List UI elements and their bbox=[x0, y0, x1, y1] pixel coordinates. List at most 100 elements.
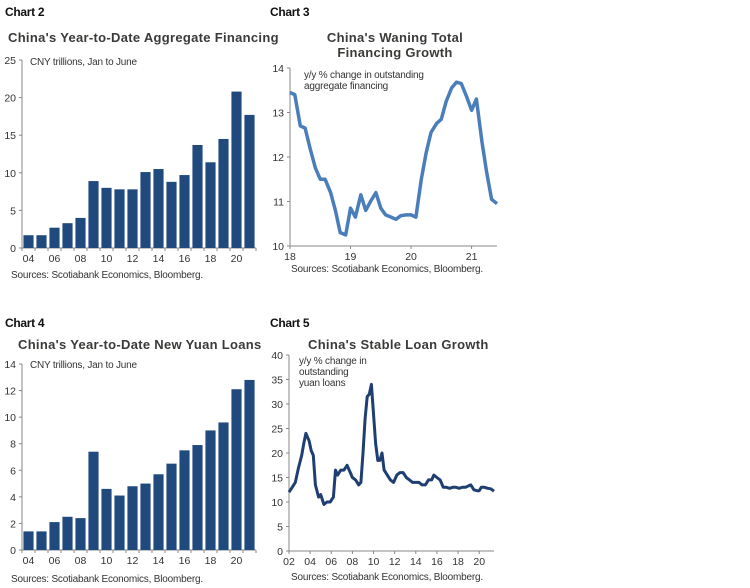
chart-2-x-tick-label: 08 bbox=[75, 253, 87, 265]
chart-4-bar-2018 bbox=[205, 430, 216, 550]
chart-4-bar-2005 bbox=[36, 531, 47, 550]
chart-4-bar-2016 bbox=[179, 450, 190, 550]
chart-4-bar-2004 bbox=[23, 531, 34, 550]
chart-2-bar-2005 bbox=[36, 235, 47, 248]
chart-5-x-tick-label: 16 bbox=[431, 556, 443, 568]
chart-4-y-tick-label: 2 bbox=[10, 518, 16, 530]
chart-2-label: Chart 2 bbox=[5, 5, 45, 19]
chart-5-x-tick-label: 18 bbox=[452, 556, 464, 568]
chart-2-bar-2011 bbox=[114, 189, 125, 248]
chart-2-bar-2004 bbox=[23, 235, 34, 248]
chart-5-x-tick-label: 10 bbox=[368, 556, 380, 568]
chart-2-y-tick-label: 15 bbox=[4, 130, 16, 142]
chart-2-bar-2016 bbox=[179, 175, 190, 248]
chart-2-x-tick-label: 10 bbox=[101, 253, 113, 265]
chart-4-bar-2007 bbox=[62, 516, 73, 550]
chart-4-y-tick-label: 12 bbox=[4, 386, 16, 398]
chart-4-y-tick-label: 8 bbox=[10, 439, 16, 451]
chart-4-x-tick-label: 20 bbox=[231, 555, 243, 567]
chart-2-bar-2007 bbox=[62, 223, 73, 248]
chart-5-y-tick-label: 0 bbox=[277, 546, 283, 558]
chart-4-source: Sources: Scotiabank Economics, Bloomberg… bbox=[11, 574, 203, 585]
chart-4-x-tick-label: 12 bbox=[127, 555, 139, 567]
chart-5-source: Sources: Scotiabank Economics, Bloomberg… bbox=[291, 572, 483, 583]
chart-2-bar-2009 bbox=[88, 181, 99, 248]
chart-2-annotation: CNY trillions, Jan to June bbox=[30, 57, 137, 68]
chart-2-x-tick-label: 20 bbox=[231, 253, 243, 265]
chart-2-bar-2018 bbox=[205, 162, 216, 248]
chart-2-bar-2019 bbox=[218, 138, 229, 248]
chart-2-bar-2021 bbox=[244, 114, 255, 249]
chart-2-x-tick-label: 14 bbox=[153, 253, 165, 265]
chart-4-y-tick-label: 10 bbox=[4, 412, 16, 424]
chart-4-bar-2006 bbox=[49, 522, 60, 550]
chart-2-bar-2012 bbox=[127, 189, 138, 248]
chart-5-y-tick-label: 35 bbox=[271, 375, 283, 387]
chart-3-y-tick-label: 10 bbox=[272, 241, 284, 253]
chart-2-source: Sources: Scotiabank Economics, Bloomberg… bbox=[11, 270, 203, 281]
chart-4-bar-2012 bbox=[127, 486, 138, 550]
chart-4-bar-2008 bbox=[75, 518, 86, 550]
chart-4-x-tick-label: 06 bbox=[49, 555, 61, 567]
chart-3-source: Sources: Scotiabank Economics, Bloomberg… bbox=[291, 264, 483, 275]
chart-4-annotation: CNY trillions, Jan to June bbox=[30, 360, 137, 371]
chart-5-y-tick-label: 20 bbox=[271, 448, 283, 460]
chart-5-y-tick-label: 5 bbox=[277, 522, 283, 534]
chart-2-bar-2015 bbox=[166, 181, 177, 248]
chart-4-y-tick-label: 4 bbox=[10, 492, 16, 504]
chart-4-bar-2010 bbox=[101, 488, 112, 550]
chart-2-x-tick-label: 18 bbox=[205, 253, 217, 265]
chart-4-bar-2014 bbox=[153, 474, 164, 550]
chart-2-bar-2010 bbox=[101, 187, 112, 248]
chart-3-x-tick-label: 20 bbox=[405, 251, 417, 263]
chart-2-x-tick-label: 16 bbox=[179, 253, 191, 265]
chart-5-x-tick-label: 02 bbox=[283, 556, 295, 568]
chart-3-x-tick-label: 19 bbox=[345, 251, 357, 263]
chart-4-bar-2017 bbox=[192, 445, 203, 550]
chart-3-annotation: y/y % change in outstanding aggregate fi… bbox=[304, 70, 424, 92]
chart-5-x-tick-label: 14 bbox=[410, 556, 422, 568]
chart-2-bar-2020 bbox=[231, 91, 242, 248]
chart-5-y-tick-label: 25 bbox=[271, 424, 283, 436]
chart-5-x-tick-label: 06 bbox=[325, 556, 337, 568]
chart-5-x-tick-label: 08 bbox=[347, 556, 359, 568]
chart-4-x-tick-label: 14 bbox=[153, 555, 165, 567]
chart-3-series-line bbox=[289, 80, 499, 237]
chart-4-bar-2021 bbox=[244, 379, 255, 550]
chart-5-title: China's Stable Loan Growth bbox=[308, 337, 489, 352]
chart-5-x-tick-label: 12 bbox=[389, 556, 401, 568]
chart-4-bar-2011 bbox=[114, 495, 125, 550]
chart-4-bar-2013 bbox=[140, 483, 151, 550]
chart-4-y-tick-label: 6 bbox=[10, 465, 16, 477]
chart-4-label: Chart 4 bbox=[5, 316, 45, 330]
chart-2-y-tick-label: 10 bbox=[4, 168, 16, 180]
chart-5-annotation: y/y % change in outstanding yuan loans bbox=[299, 356, 367, 389]
chart-3-label: Chart 3 bbox=[270, 5, 310, 19]
chart-4-x-tick-label: 18 bbox=[205, 555, 217, 567]
chart-2-y-tick-label: 25 bbox=[4, 55, 16, 67]
chart-2-y-tick-label: 0 bbox=[10, 243, 16, 255]
chart-2-bar-2006 bbox=[49, 227, 60, 248]
chart-5-series-line bbox=[287, 382, 495, 506]
chart-5-label: Chart 5 bbox=[270, 316, 310, 330]
chart-4-x-tick-label: 08 bbox=[75, 555, 87, 567]
chart-2-x-tick-label: 04 bbox=[23, 253, 35, 265]
chart-4-bar-2020 bbox=[231, 389, 242, 550]
chart-4-bar-2009 bbox=[88, 451, 99, 550]
chart-4-x-tick-label: 10 bbox=[101, 555, 113, 567]
chart-3-y-tick-label: 12 bbox=[272, 152, 284, 164]
chart-4-y-tick-label: 0 bbox=[10, 545, 16, 557]
chart-4-y-tick-label: 14 bbox=[4, 359, 16, 371]
chart-2-title: China's Year-to-Date Aggregate Financing bbox=[8, 30, 279, 45]
chart-3-y-tick-label: 14 bbox=[272, 63, 284, 75]
chart-2-bar-2017 bbox=[192, 144, 203, 248]
chart-5-y-tick-label: 10 bbox=[271, 497, 283, 509]
chart-4-title: China's Year-to-Date New Yuan Loans bbox=[18, 337, 262, 352]
chart-5-y-tick-label: 15 bbox=[271, 473, 283, 485]
chart-2-bar-2014 bbox=[153, 169, 164, 248]
chart-4-x-tick-label: 16 bbox=[179, 555, 191, 567]
chart-4-bar-2015 bbox=[166, 463, 177, 550]
chart-3-x-tick-label: 21 bbox=[466, 251, 478, 263]
chart-4-bar-2019 bbox=[218, 422, 229, 550]
